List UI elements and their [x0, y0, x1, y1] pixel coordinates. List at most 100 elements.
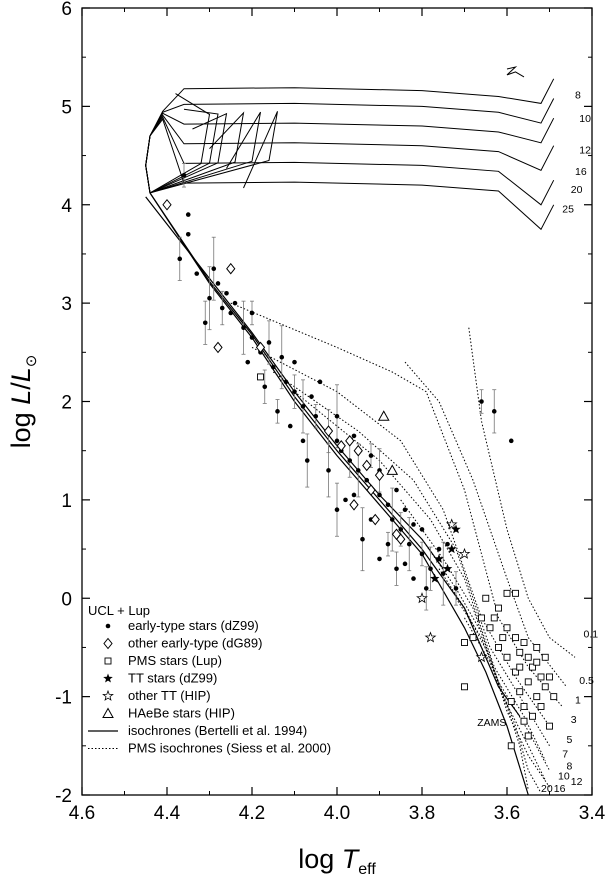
- data-point-open-triangle: [377, 410, 390, 421]
- legend-label: other early-type (dG89): [128, 636, 262, 651]
- data-point-filled-star: [442, 563, 453, 573]
- post-ms-track-25: [145, 118, 555, 231]
- data-point-open-square: [503, 589, 511, 597]
- data-point-open-star: [445, 518, 458, 530]
- x-tick-label: 3.6: [494, 803, 520, 824]
- data-point-open-square: [486, 624, 494, 632]
- data-point-filled-circle: [479, 399, 484, 404]
- data-point-open-square: [512, 589, 519, 597]
- data-point-filled-circle: [300, 404, 306, 409]
- data-point-filled-circle: [279, 354, 285, 360]
- data-point-filled-circle: [283, 379, 289, 385]
- data-point-open-diamond: [370, 513, 380, 526]
- data-point-filled-circle: [185, 231, 191, 237]
- legend-label: isochrones (Bertelli et al. 1994): [128, 723, 307, 738]
- legend-swatch-open-square: [104, 657, 112, 665]
- data-point-filled-circle: [389, 517, 395, 522]
- track-label-8: 8: [575, 90, 581, 102]
- legend-swatch-filled-star: [103, 673, 113, 683]
- legend-label: PMS stars (Lup): [128, 653, 222, 668]
- data-point-open-square: [512, 668, 519, 676]
- data-point-filled-circle: [185, 212, 191, 217]
- pms-isochrone-label-10: 10: [558, 770, 570, 782]
- data-point-filled-circle: [385, 502, 391, 508]
- data-point-open-square: [520, 717, 528, 725]
- y-tick-label: 1: [61, 491, 72, 512]
- y-tick-label: -1: [55, 688, 72, 709]
- data-point-filled-circle: [423, 586, 429, 591]
- post-ms-track-wiggle: [506, 66, 525, 78]
- data-point-filled-circle: [266, 340, 272, 345]
- data-point-filled-circle: [224, 290, 229, 296]
- legend-label: early-type stars (dZ99): [128, 618, 259, 633]
- data-point-open-square: [546, 722, 553, 730]
- pms-isochrone-10: [421, 538, 546, 781]
- data-point-filled-star: [451, 524, 461, 534]
- data-point-filled-circle: [360, 536, 365, 542]
- data-point-filled-circle: [249, 310, 255, 316]
- data-point-open-diamond: [353, 444, 363, 457]
- data-point-open-square: [546, 673, 553, 681]
- data-point-open-star: [475, 651, 488, 663]
- pms-isochrone-label-3: 3: [571, 714, 577, 726]
- data-point-open-square: [495, 604, 502, 612]
- data-point-filled-circle: [398, 527, 404, 532]
- data-point-filled-star: [447, 544, 457, 554]
- data-point-open-square: [537, 673, 545, 681]
- data-point-filled-circle: [411, 576, 416, 581]
- x-tick-label: 3.4: [579, 803, 606, 824]
- data-point-filled-circle: [419, 551, 425, 557]
- data-point-open-square: [461, 639, 468, 646]
- data-point-open-square: [461, 683, 468, 691]
- y-tick-label: 0: [61, 589, 72, 610]
- data-point-filled-circle: [181, 172, 187, 178]
- data-point-filled-circle: [406, 541, 412, 547]
- data-point-open-square: [512, 634, 519, 642]
- data-point-open-diamond: [345, 435, 355, 447]
- data-point-filled-circle: [445, 541, 450, 547]
- data-point-filled-circle: [326, 468, 331, 473]
- data-point-filled-circle: [287, 423, 293, 429]
- data-point-open-diamond: [366, 484, 376, 496]
- data-point-filled-circle: [334, 438, 340, 444]
- data-point-filled-circle: [385, 541, 391, 547]
- data-point-filled-circle: [245, 359, 251, 365]
- data-point-open-triangle: [386, 464, 399, 475]
- data-point-filled-circle: [453, 586, 459, 591]
- data-point-filled-circle: [219, 305, 225, 311]
- legend-label: TT stars (dZ99): [128, 671, 217, 686]
- data-point-open-diamond: [213, 341, 223, 354]
- data-point-open-square: [541, 653, 549, 661]
- data-point-filled-circle: [194, 271, 200, 276]
- x-axis-title: log Teff: [298, 844, 376, 876]
- data-point-open-square: [550, 693, 558, 701]
- pms-isochrone-0.1: [468, 327, 576, 658]
- data-point-open-square: [469, 634, 477, 642]
- data-point-filled-circle: [317, 379, 323, 385]
- data-point-open-square: [524, 653, 532, 661]
- y-tick-label: 6: [61, 0, 72, 20]
- data-point-open-diamond: [323, 425, 334, 437]
- data-point-filled-circle: [334, 413, 340, 419]
- y-tick-label: -2: [55, 786, 72, 807]
- data-point-filled-circle: [368, 453, 374, 458]
- legend-swatch-open-diamond: [103, 637, 113, 650]
- legend-title: UCL + Lup: [88, 603, 150, 618]
- data-point-filled-star: [430, 573, 440, 583]
- data-point-filled-circle: [351, 492, 357, 498]
- post-ms-hook-16: [149, 111, 245, 194]
- data-point-open-square: [257, 373, 264, 381]
- data-point-filled-circle: [440, 571, 446, 576]
- pms-isochrone-label-8: 8: [567, 760, 573, 772]
- data-point-filled-circle: [292, 389, 297, 394]
- pms-isochrone-20: [464, 617, 529, 791]
- data-point-filled-circle: [364, 477, 370, 483]
- track-label-16: 16: [575, 166, 587, 178]
- data-point-open-square: [520, 639, 528, 646]
- data-point-open-diamond: [336, 439, 346, 452]
- data-point-filled-circle: [334, 507, 340, 513]
- data-point-open-square: [520, 703, 528, 710]
